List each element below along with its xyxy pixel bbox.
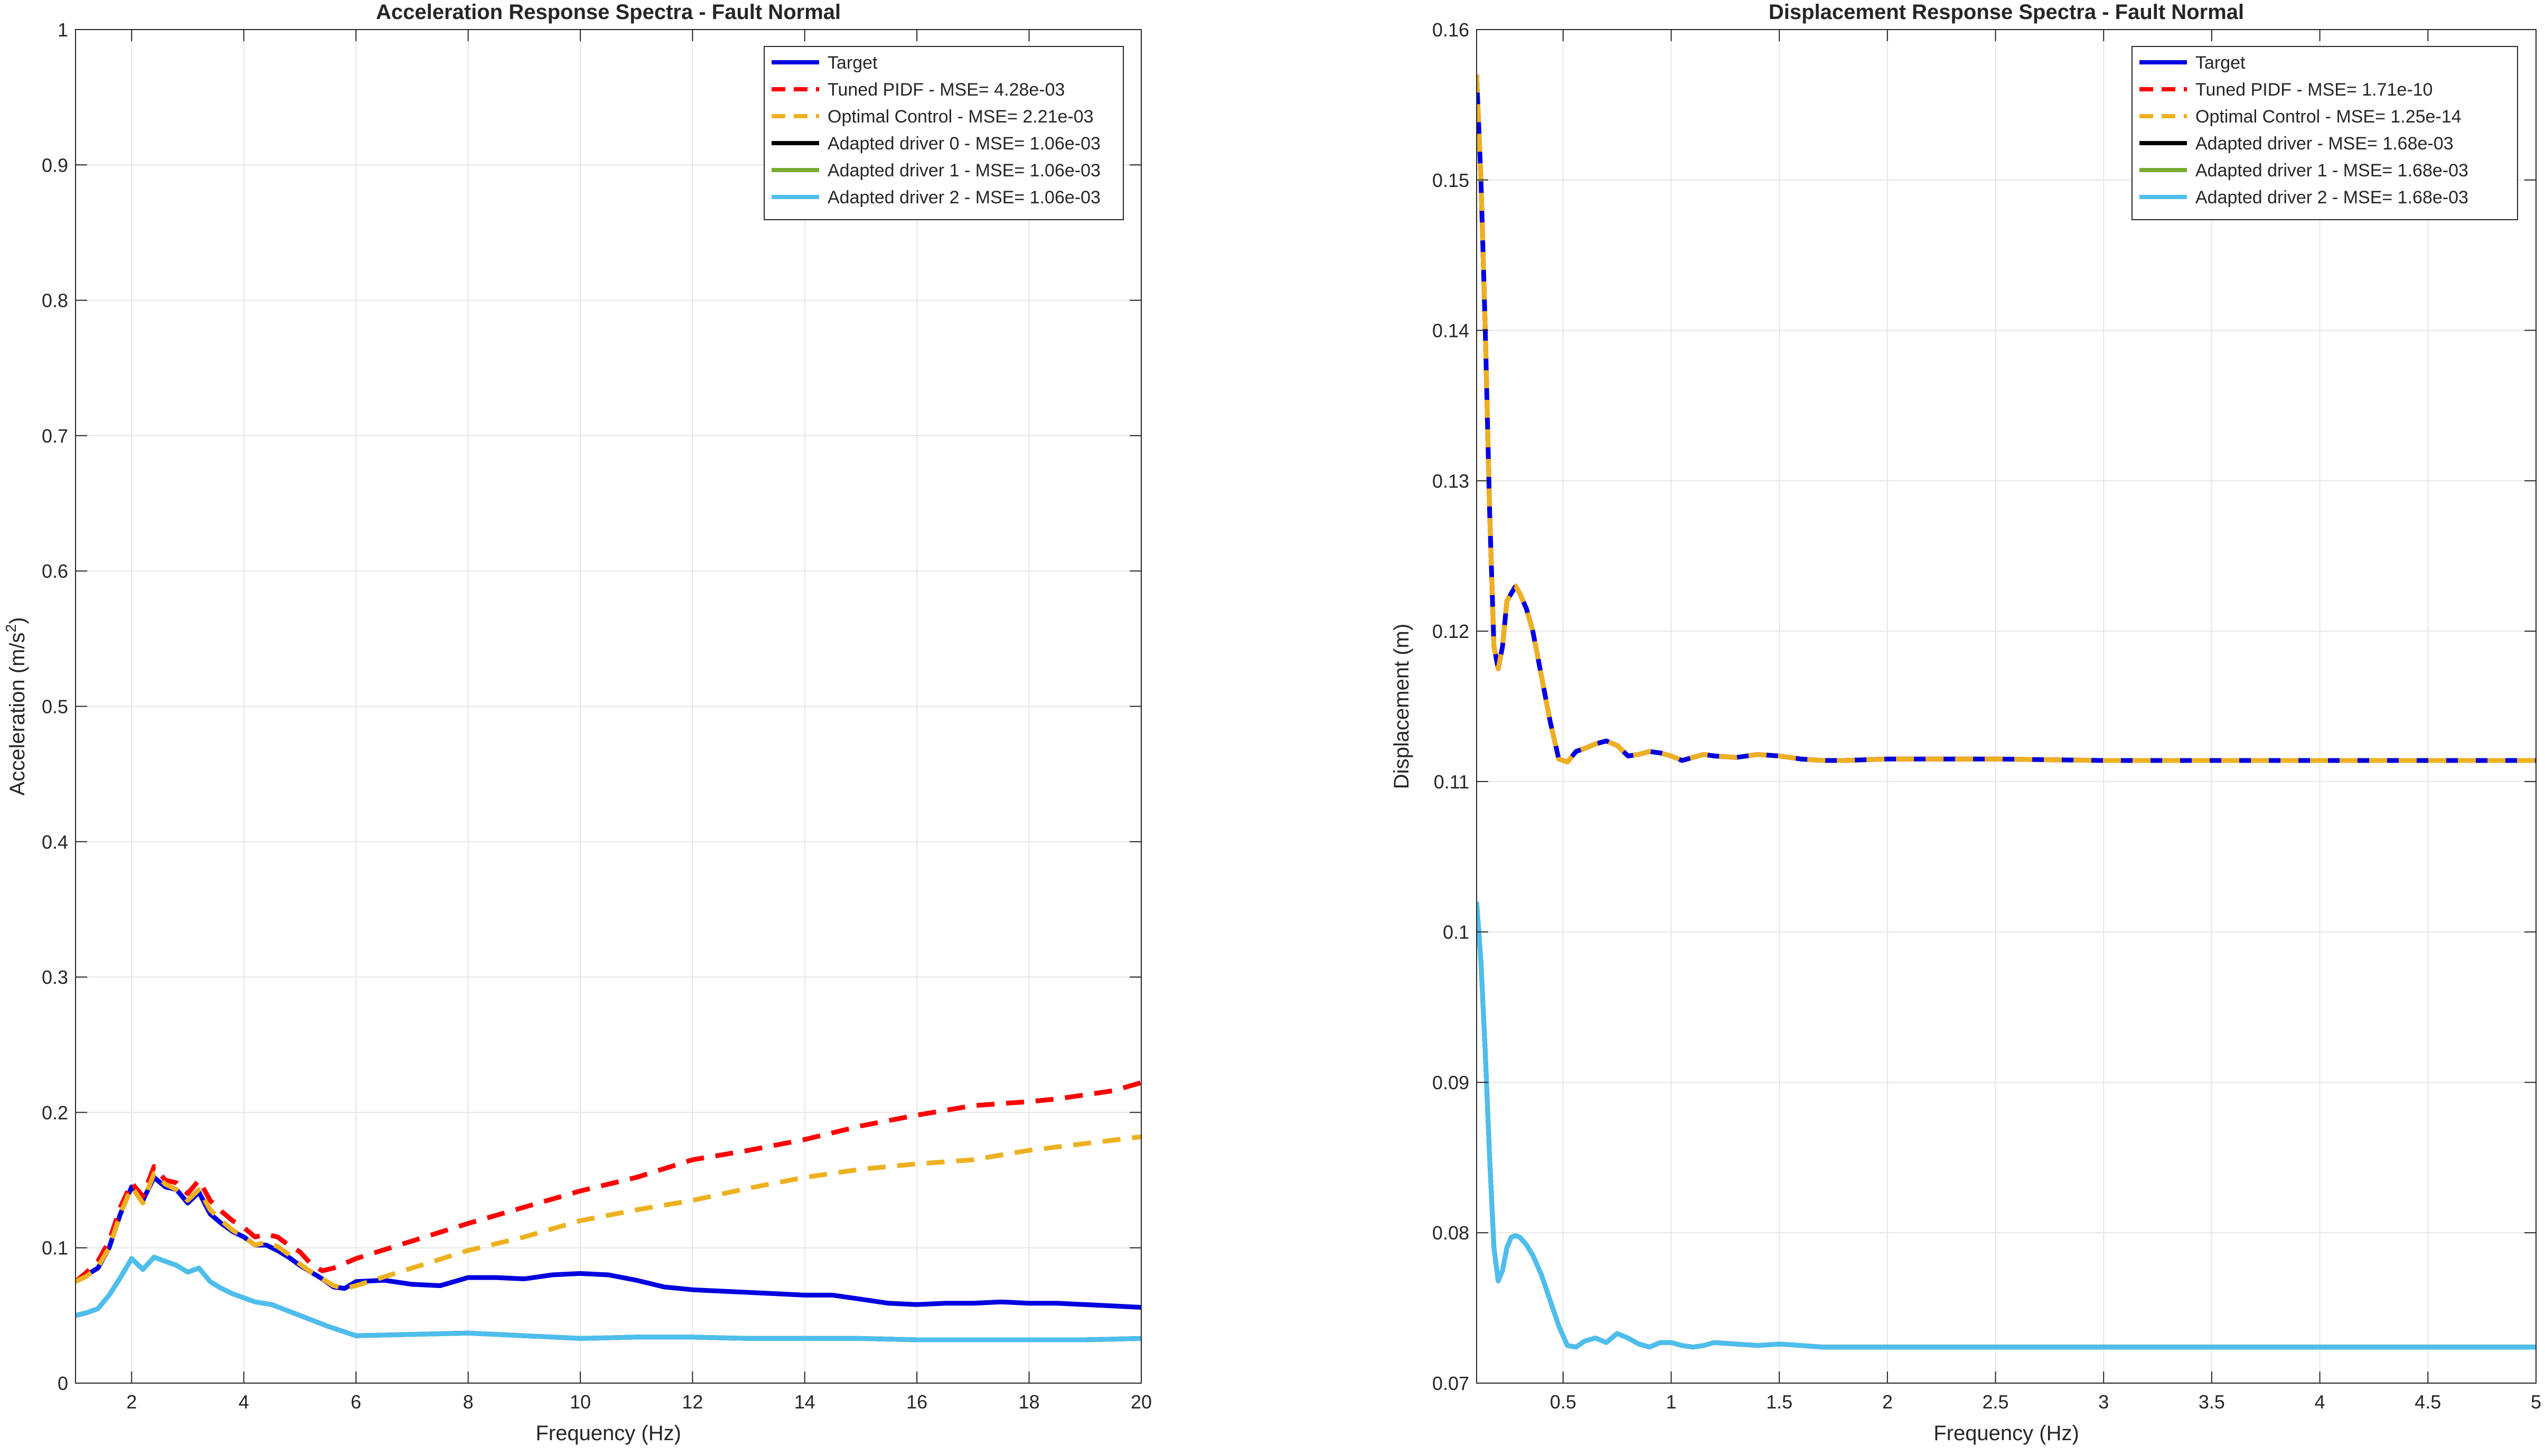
y-tick-label: 0.12 [1432,621,1469,642]
y-tick-label: 0.07 [1432,1373,1469,1394]
legend: Target Tuned PIDF - MSE= 4.28e-03 Optimal … [764,46,1124,220]
series-line-5 [1477,901,2536,1350]
x-tick-label: 4 [2315,1391,2325,1413]
series-line-5 [76,1255,1141,1342]
y-tick-label: 0.16 [1432,19,1469,41]
legend-entry: Adapted driver 0 - MSE= 1.06e-03 [828,134,1101,154]
y-tick-label: 0.2 [42,1102,68,1123]
y-tick-label: 0.09 [1432,1072,1469,1093]
y-tick-label: 0.1 [1443,922,1469,943]
y-axis-label: Displacement (m) [1390,624,1413,789]
y-tick-label: 0.08 [1432,1222,1469,1244]
y-tick-label: 0.8 [42,290,68,312]
x-tick-label: 3 [2098,1391,2109,1413]
legend-entry: Adapted driver 1 - MSE= 1.06e-03 [828,161,1101,181]
legend-entry: Adapted driver 1 - MSE= 1.68e-03 [2195,161,2468,181]
chart-title: Acceleration Response Spectra - Fault No… [376,1,841,24]
x-tick-label: 18 [1019,1391,1040,1413]
legend-entry: Optimal Control - MSE= 2.21e-03 [828,107,1094,127]
y-tick-label: 0.4 [42,831,68,853]
legend-entry: Tuned PIDF - MSE= 1.71e-10 [2195,80,2433,100]
chart-title: Displacement Response Spectra - Fault No… [1769,1,2244,24]
x-tick-label: 1.5 [1766,1391,1792,1413]
x-tick-label: 20 [1131,1391,1152,1413]
legend-entry: Adapted driver 2 - MSE= 1.06e-03 [828,187,1101,208]
y-tick-label: 0.13 [1432,470,1469,492]
x-tick-label: 3.5 [2199,1391,2225,1413]
displacement-chart: 0.5 1 1.5 2 2.5 3 3.5 4 4.5 5 0.07 0.08 0.09 0.1 0.11 0… [1390,1,2541,1445]
x-tick-label: 2.5 [1983,1391,2009,1413]
x-axis-label: Frequency (Hz) [536,1422,681,1445]
x-tick-label: 4 [239,1391,249,1413]
y-axis-label: Acceleration (m/s2) [3,617,29,796]
legend-box [2131,46,2518,220]
x-tick-label: 6 [351,1391,361,1413]
x-tick-label: 2 [126,1391,137,1413]
axes-box [1476,29,2537,1384]
legend: Target Tuned PIDF - MSE= 1.71e-10 Optimal … [2131,46,2518,220]
series-group [1477,74,2536,1350]
legend-entry: Optimal Control - MSE= 1.25e-14 [2195,107,2462,127]
legend-entry: Adapted driver 2 - MSE= 1.68e-03 [2195,187,2468,208]
x-axis-label: Frequency (Hz) [1933,1422,2079,1445]
x-tick-label: 10 [570,1391,591,1413]
y-tick-label: 0 [58,1373,68,1394]
acceleration-chart: 2 4 6 8 10 12 14 16 18 20 0 0.1 0.2 0.3 0.4 0.5 0.6 0.7 0.… [3,1,1152,1445]
plot-area [1477,30,2536,1383]
x-tick-label: 8 [463,1391,473,1413]
x-tick-label: 5 [2531,1391,2541,1413]
y-tick-label: 0.14 [1432,320,1469,342]
x-tick-label: 2 [1882,1391,1893,1413]
series-group [76,1080,1141,1342]
x-tick-label: 1 [1666,1391,1676,1413]
legend-entry: Target [2195,53,2246,73]
y-tick-label: 0.3 [42,966,68,988]
y-tick-label: 1 [58,19,68,41]
series-line-2 [76,1134,1141,1291]
x-tick-label: 4.5 [2415,1391,2441,1413]
legend-entry: Tuned PIDF - MSE= 4.28e-03 [828,80,1065,100]
legend-box [764,46,1124,220]
legend-entry: Target [828,53,878,73]
series-line-1 [76,1080,1141,1284]
y-tick-label: 0.1 [42,1237,68,1259]
y-tick-label: 0.7 [42,425,68,447]
x-tick-label: 0.5 [1550,1391,1576,1413]
x-tick-label: 16 [906,1391,927,1413]
y-tick-label: 0.15 [1432,170,1469,191]
series-line-2 [1477,74,2536,765]
y-tick-label: 0.6 [42,560,68,582]
y-tick-label: 0.11 [1434,771,1469,793]
x-tick-label: 12 [682,1391,703,1413]
y-tick-label: 0.9 [42,154,68,176]
legend-entry: Adapted driver - MSE= 1.68e-03 [2195,134,2454,154]
y-tick-label: 0.5 [42,696,68,718]
x-tick-label: 14 [794,1391,815,1413]
